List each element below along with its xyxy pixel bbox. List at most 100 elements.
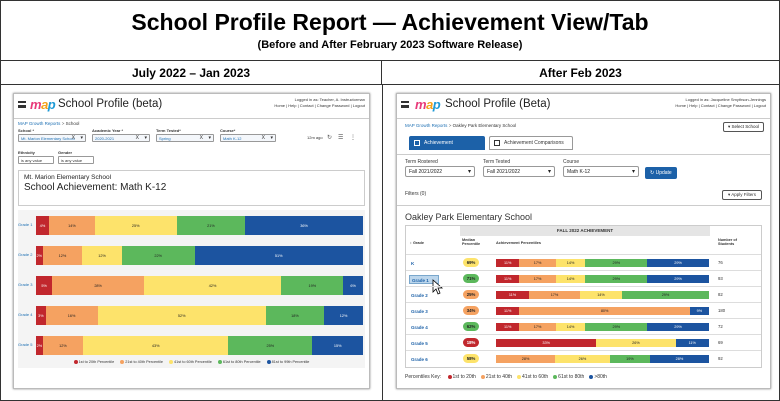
- achievement-bar[interactable]: 11% 80% 9%: [496, 307, 709, 315]
- grade-link[interactable]: K: [411, 261, 415, 266]
- menu-icon[interactable]: [18, 101, 26, 108]
- tab-bar: ▾ Select School Achievement Achievement …: [397, 122, 770, 154]
- bar-segment: 16%: [45, 306, 98, 325]
- achievement-bar[interactable]: 2% 12% 43% 25% 15%: [36, 336, 363, 355]
- term-tested-select[interactable]: Fall 2021/2022 ▾: [483, 166, 555, 177]
- breadcrumb-link[interactable]: MAP Growth Reports: [405, 123, 448, 128]
- chart-icon: [414, 140, 420, 146]
- tab-achievement-comparisons[interactable]: Achievement Comparisons: [489, 136, 573, 150]
- filter-year[interactable]: Academic Year * 2020-2021 X ▾: [92, 128, 150, 142]
- median-percentile-badge: 58%: [463, 354, 479, 363]
- achievement-bar[interactable]: 11% 17% 14% 29%: [496, 291, 709, 299]
- grade-label[interactable]: Grade 5: [18, 342, 33, 347]
- user-info: Logged in as: Jacqueline Smythson-Jennin…: [675, 97, 766, 109]
- table-row[interactable]: Grade 5 18% 33% 26% 11% 69: [406, 334, 761, 350]
- filter-course[interactable]: Course* Math K-12 X ▾: [220, 128, 276, 142]
- tab-achievement[interactable]: Achievement: [409, 136, 485, 150]
- gender-select[interactable]: is any value: [58, 156, 94, 164]
- grade-link[interactable]: Grade 6: [411, 357, 428, 362]
- table-row[interactable]: Grade 2 25% 11% 17% 14% 29% 82: [406, 286, 761, 302]
- achievement-bar[interactable]: 11% 17% 14% 29% 29%: [496, 323, 709, 331]
- legend-dot-icon: [480, 374, 485, 379]
- settings-icon[interactable]: ⋮: [350, 135, 356, 141]
- legend-item: 1st to 20th: [447, 374, 476, 380]
- breadcrumb-link[interactable]: MAP Growth Reports: [18, 121, 61, 126]
- table-row[interactable]: Grade 3 34% 11% 80% 9% 180: [406, 302, 761, 318]
- bar-segment: 3%: [36, 306, 46, 325]
- grade-label[interactable]: Grade 2: [18, 252, 33, 257]
- filters-row: Filters (0) ▾ Apply Filters: [405, 190, 762, 203]
- school-summary: Mt. Marion Elementary School School Achi…: [18, 170, 365, 206]
- term-rostered-select[interactable]: Fall 2021/2022 ▾: [405, 166, 475, 177]
- filter-school[interactable]: School * Mt. Marion Elementary School X ▾: [18, 128, 86, 142]
- grade-link[interactable]: Grade 4: [411, 325, 428, 330]
- filter-icon[interactable]: ☰: [338, 135, 344, 141]
- col-achievement: Achievement Percentiles: [496, 241, 541, 245]
- col-median: Median Percentile: [462, 238, 481, 246]
- filter-term-rostered[interactable]: Term Rostered Fall 2021/2022 ▾: [405, 159, 475, 177]
- achievement-bar[interactable]: 5% 28% 42% 19% 6%: [36, 276, 363, 295]
- grade-link[interactable]: Grade 2: [411, 293, 428, 298]
- filter-ethnicity[interactable]: Ethnicity is any value: [18, 150, 54, 164]
- update-button[interactable]: ↻ Update: [645, 167, 677, 179]
- app-header: map School Profile (Beta) Logged in as: …: [397, 94, 770, 118]
- grade-link[interactable]: Grade 1: [409, 275, 439, 284]
- school-select[interactable]: Mt. Marion Elementary School X ▾: [18, 134, 86, 142]
- menu-icon[interactable]: [401, 101, 409, 108]
- filters-count[interactable]: Filters (0): [405, 191, 427, 197]
- legend-dot-icon: [266, 360, 271, 364]
- filter-bar: Term Rostered Fall 2021/2022 ▾ Term Teste…: [397, 159, 770, 189]
- filter-label: School *: [18, 128, 35, 133]
- ethnicity-select[interactable]: is any value: [18, 156, 54, 164]
- bar-segment: 9%: [689, 307, 709, 315]
- bar-segment: 11%: [675, 339, 709, 347]
- student-count: 92: [718, 356, 723, 361]
- grade-link[interactable]: Grade 5: [411, 341, 428, 346]
- filter-term[interactable]: Term Tested* Spring X ▾: [156, 128, 214, 142]
- achievement-bar[interactable]: 33% 26% 11%: [496, 339, 709, 347]
- bar-segment: 2%: [36, 336, 43, 355]
- grade-label[interactable]: Grade 1: [18, 222, 33, 227]
- col-grade[interactable]: ↕ Grade: [410, 241, 424, 245]
- filter-label: Term Tested: [483, 159, 511, 165]
- header-links[interactable]: Home | Help | Contact | Change Password …: [274, 103, 365, 108]
- achievement-bar[interactable]: 3% 16% 52% 18% 12%: [36, 306, 363, 325]
- bar-segment: 26%: [596, 339, 676, 347]
- table-row[interactable]: K 69% 11% 17% 14% 29% 29% 76: [406, 254, 761, 270]
- term-select[interactable]: Spring X ▾: [156, 134, 214, 142]
- after-column-header: After Feb 2023: [382, 61, 779, 85]
- filter-course[interactable]: Course Math K-12 ▾: [563, 159, 639, 177]
- grade-label[interactable]: Grade 3: [18, 282, 33, 287]
- table-row[interactable]: Grade 6 58% 28% 26% 19% 28% 92: [406, 350, 761, 366]
- achievement-bar[interactable]: 28% 26% 19% 28%: [496, 355, 709, 363]
- apply-filters-button[interactable]: ▾ Apply Filters: [721, 190, 762, 200]
- header-links[interactable]: Home | Help | Contact | Change Password …: [675, 103, 766, 108]
- grade-link[interactable]: Grade 3: [411, 309, 428, 314]
- achievement-bar[interactable]: 11% 17% 14% 29% 29%: [496, 275, 709, 283]
- course-select[interactable]: Math K-12 ▾: [563, 166, 639, 177]
- legend-item: 81st to 99th Percentile: [266, 360, 309, 364]
- app-header: map School Profile (beta) Logged in as: …: [14, 94, 369, 118]
- bar-segment: 17%: [529, 291, 580, 299]
- logged-in-text: Logged in as: Teacher, A. Instructorman: [294, 97, 365, 102]
- bar-segment: 11%: [496, 275, 520, 283]
- refresh-icon[interactable]: ↻: [327, 135, 333, 141]
- bar-segment: 28%: [649, 355, 709, 363]
- filter-label: Gender: [58, 150, 73, 155]
- bar-segment: 12%: [42, 246, 83, 265]
- bar-segment: 29%: [585, 275, 648, 283]
- achievement-bar[interactable]: 11% 17% 14% 29% 29%: [496, 259, 709, 267]
- bar-segment: 12%: [324, 306, 363, 325]
- divider: [14, 118, 369, 119]
- table-row[interactable]: Grade 4 62% 11% 17% 14% 29% 29% 72: [406, 318, 761, 334]
- course-select[interactable]: Math K-12 X ▾: [220, 134, 276, 142]
- table-row[interactable]: Grade 1 71% 11% 17% 14% 29% 29% 93: [406, 270, 761, 295]
- grade-label[interactable]: Grade 4: [18, 312, 33, 317]
- achievement-bar[interactable]: 4% 14% 25% 21% 36%: [36, 216, 363, 235]
- select-school-button[interactable]: ▾ Select School: [722, 122, 764, 132]
- year-select[interactable]: 2020-2021 X ▾: [92, 134, 150, 142]
- school-achievement-title: School Achievement: Math K-12: [24, 182, 167, 193]
- filter-gender[interactable]: Gender is any value: [58, 150, 94, 164]
- achievement-bar[interactable]: 2% 12% 12% 22% 51%: [36, 246, 363, 265]
- filter-term-tested[interactable]: Term Tested Fall 2021/2022 ▾: [483, 159, 555, 177]
